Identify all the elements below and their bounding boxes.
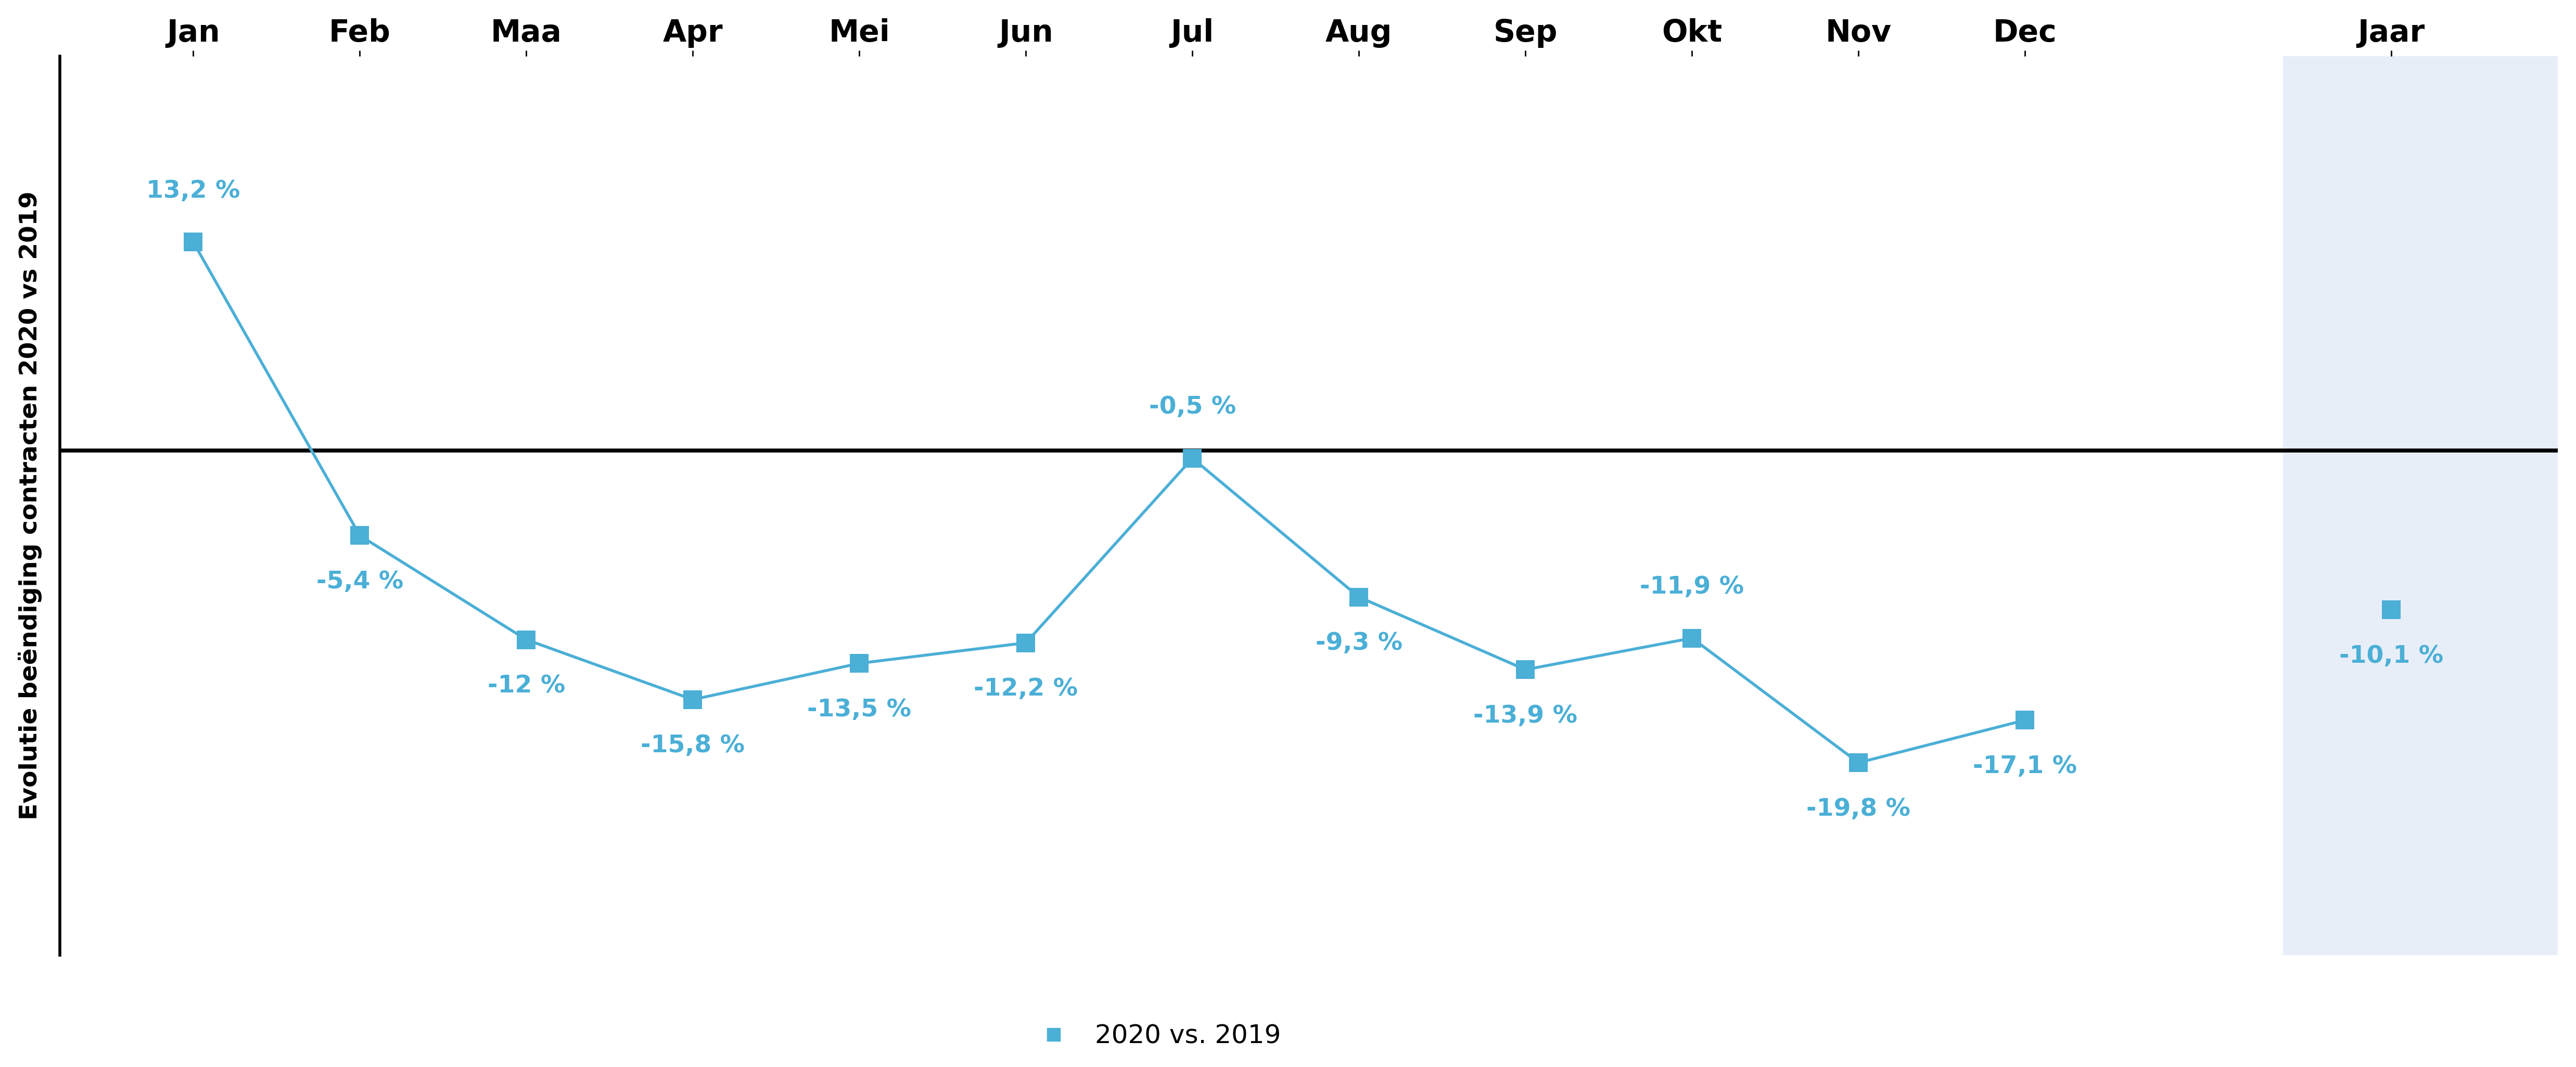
Text: -0,5 %: -0,5 % [1149, 396, 1236, 419]
Text: -13,9 %: -13,9 % [1473, 704, 1577, 728]
Text: -12 %: -12 % [487, 674, 564, 698]
Text: -10,1 %: -10,1 % [2339, 644, 2445, 668]
Point [1672, 630, 1713, 647]
Text: 13,2 %: 13,2 % [147, 179, 240, 203]
Text: -15,8 %: -15,8 % [641, 734, 744, 758]
Text: -13,5 %: -13,5 % [806, 698, 912, 721]
Point [505, 631, 546, 648]
Point [1340, 589, 1381, 606]
Point [173, 234, 214, 251]
Bar [2282, 57, 2576, 955]
Point [1504, 662, 1546, 679]
Point [840, 655, 881, 672]
Point [1172, 449, 1213, 466]
Point [1837, 754, 1878, 771]
Text: -12,2 %: -12,2 % [974, 678, 1077, 701]
Text: -19,8 %: -19,8 % [1806, 797, 1911, 821]
Text: -17,1 %: -17,1 % [1973, 754, 2076, 778]
Point [2004, 712, 2045, 729]
Text: -5,4 %: -5,4 % [317, 570, 404, 593]
Point [1005, 634, 1046, 651]
Text: -9,3 %: -9,3 % [1316, 632, 1401, 655]
Y-axis label: Evolutie beëndiging contracten 2020 vs 2019: Evolutie beëndiging contracten 2020 vs 2… [18, 191, 41, 821]
Point [340, 527, 381, 544]
Legend: 2020 vs. 2019: 2020 vs. 2019 [1028, 1014, 1291, 1060]
Point [2370, 601, 2411, 618]
Text: -11,9 %: -11,9 % [1641, 575, 1744, 599]
Point [672, 691, 714, 708]
